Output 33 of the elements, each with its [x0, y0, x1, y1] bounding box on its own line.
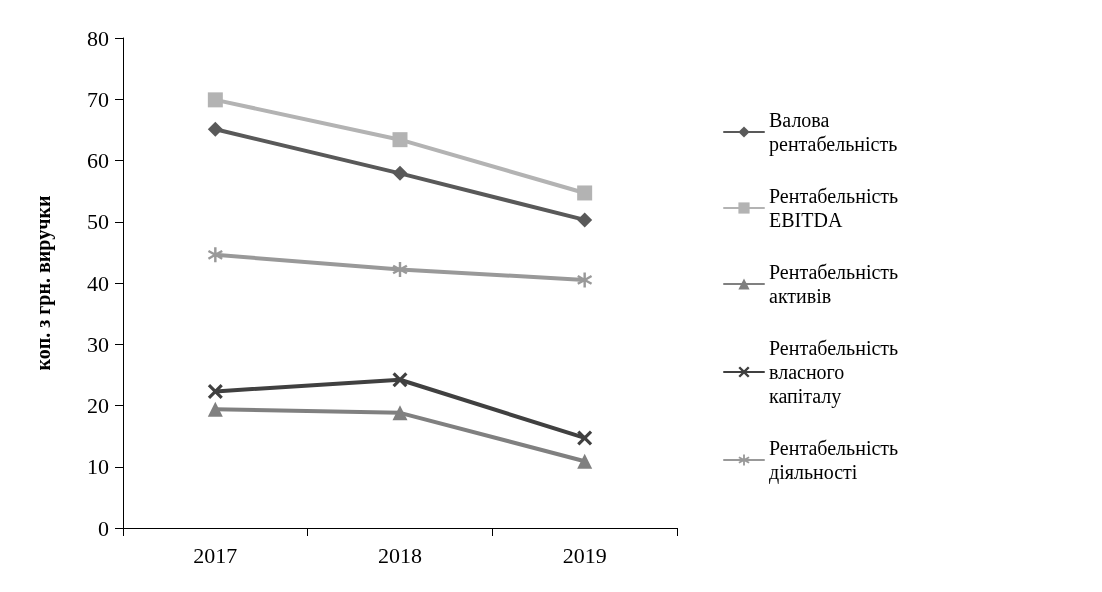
point — [392, 262, 408, 278]
y-tick-label: 40 — [87, 270, 109, 296]
y-tick-label: 50 — [87, 209, 109, 235]
point — [392, 372, 408, 388]
x-tick-label: 2018 — [378, 542, 422, 568]
point — [392, 132, 408, 148]
x-tick-label: 2017 — [193, 542, 238, 568]
point — [207, 383, 223, 399]
y-tick-label: 70 — [87, 86, 109, 112]
point — [577, 430, 593, 446]
legend-label: Валова рентабельність — [769, 109, 898, 156]
y-tick-label: 80 — [87, 25, 109, 51]
x-tick-label: 2019 — [562, 542, 607, 568]
point — [577, 453, 593, 469]
y-tick-label: 30 — [87, 331, 109, 357]
point — [207, 92, 223, 108]
point — [392, 165, 408, 181]
point — [207, 121, 223, 137]
point — [577, 212, 593, 228]
point — [577, 185, 593, 201]
y-axis-title: коп. з грн. виручки — [32, 195, 55, 371]
point — [577, 272, 593, 288]
y-tick-label: 10 — [87, 454, 109, 480]
legend-label: Рентабельність власного капіталу — [769, 337, 904, 408]
point — [392, 405, 408, 421]
y-tick-label: 0 — [98, 515, 109, 541]
point — [207, 247, 223, 263]
legend-label: Рентабельність діяльності — [769, 437, 904, 484]
point — [207, 401, 223, 417]
y-tick-label: 20 — [87, 393, 109, 418]
legend-label: Рентабельність активів — [769, 261, 904, 307]
y-tick-label: 60 — [87, 148, 109, 173]
legend-label: Рентабельність EBITDA — [769, 185, 904, 231]
